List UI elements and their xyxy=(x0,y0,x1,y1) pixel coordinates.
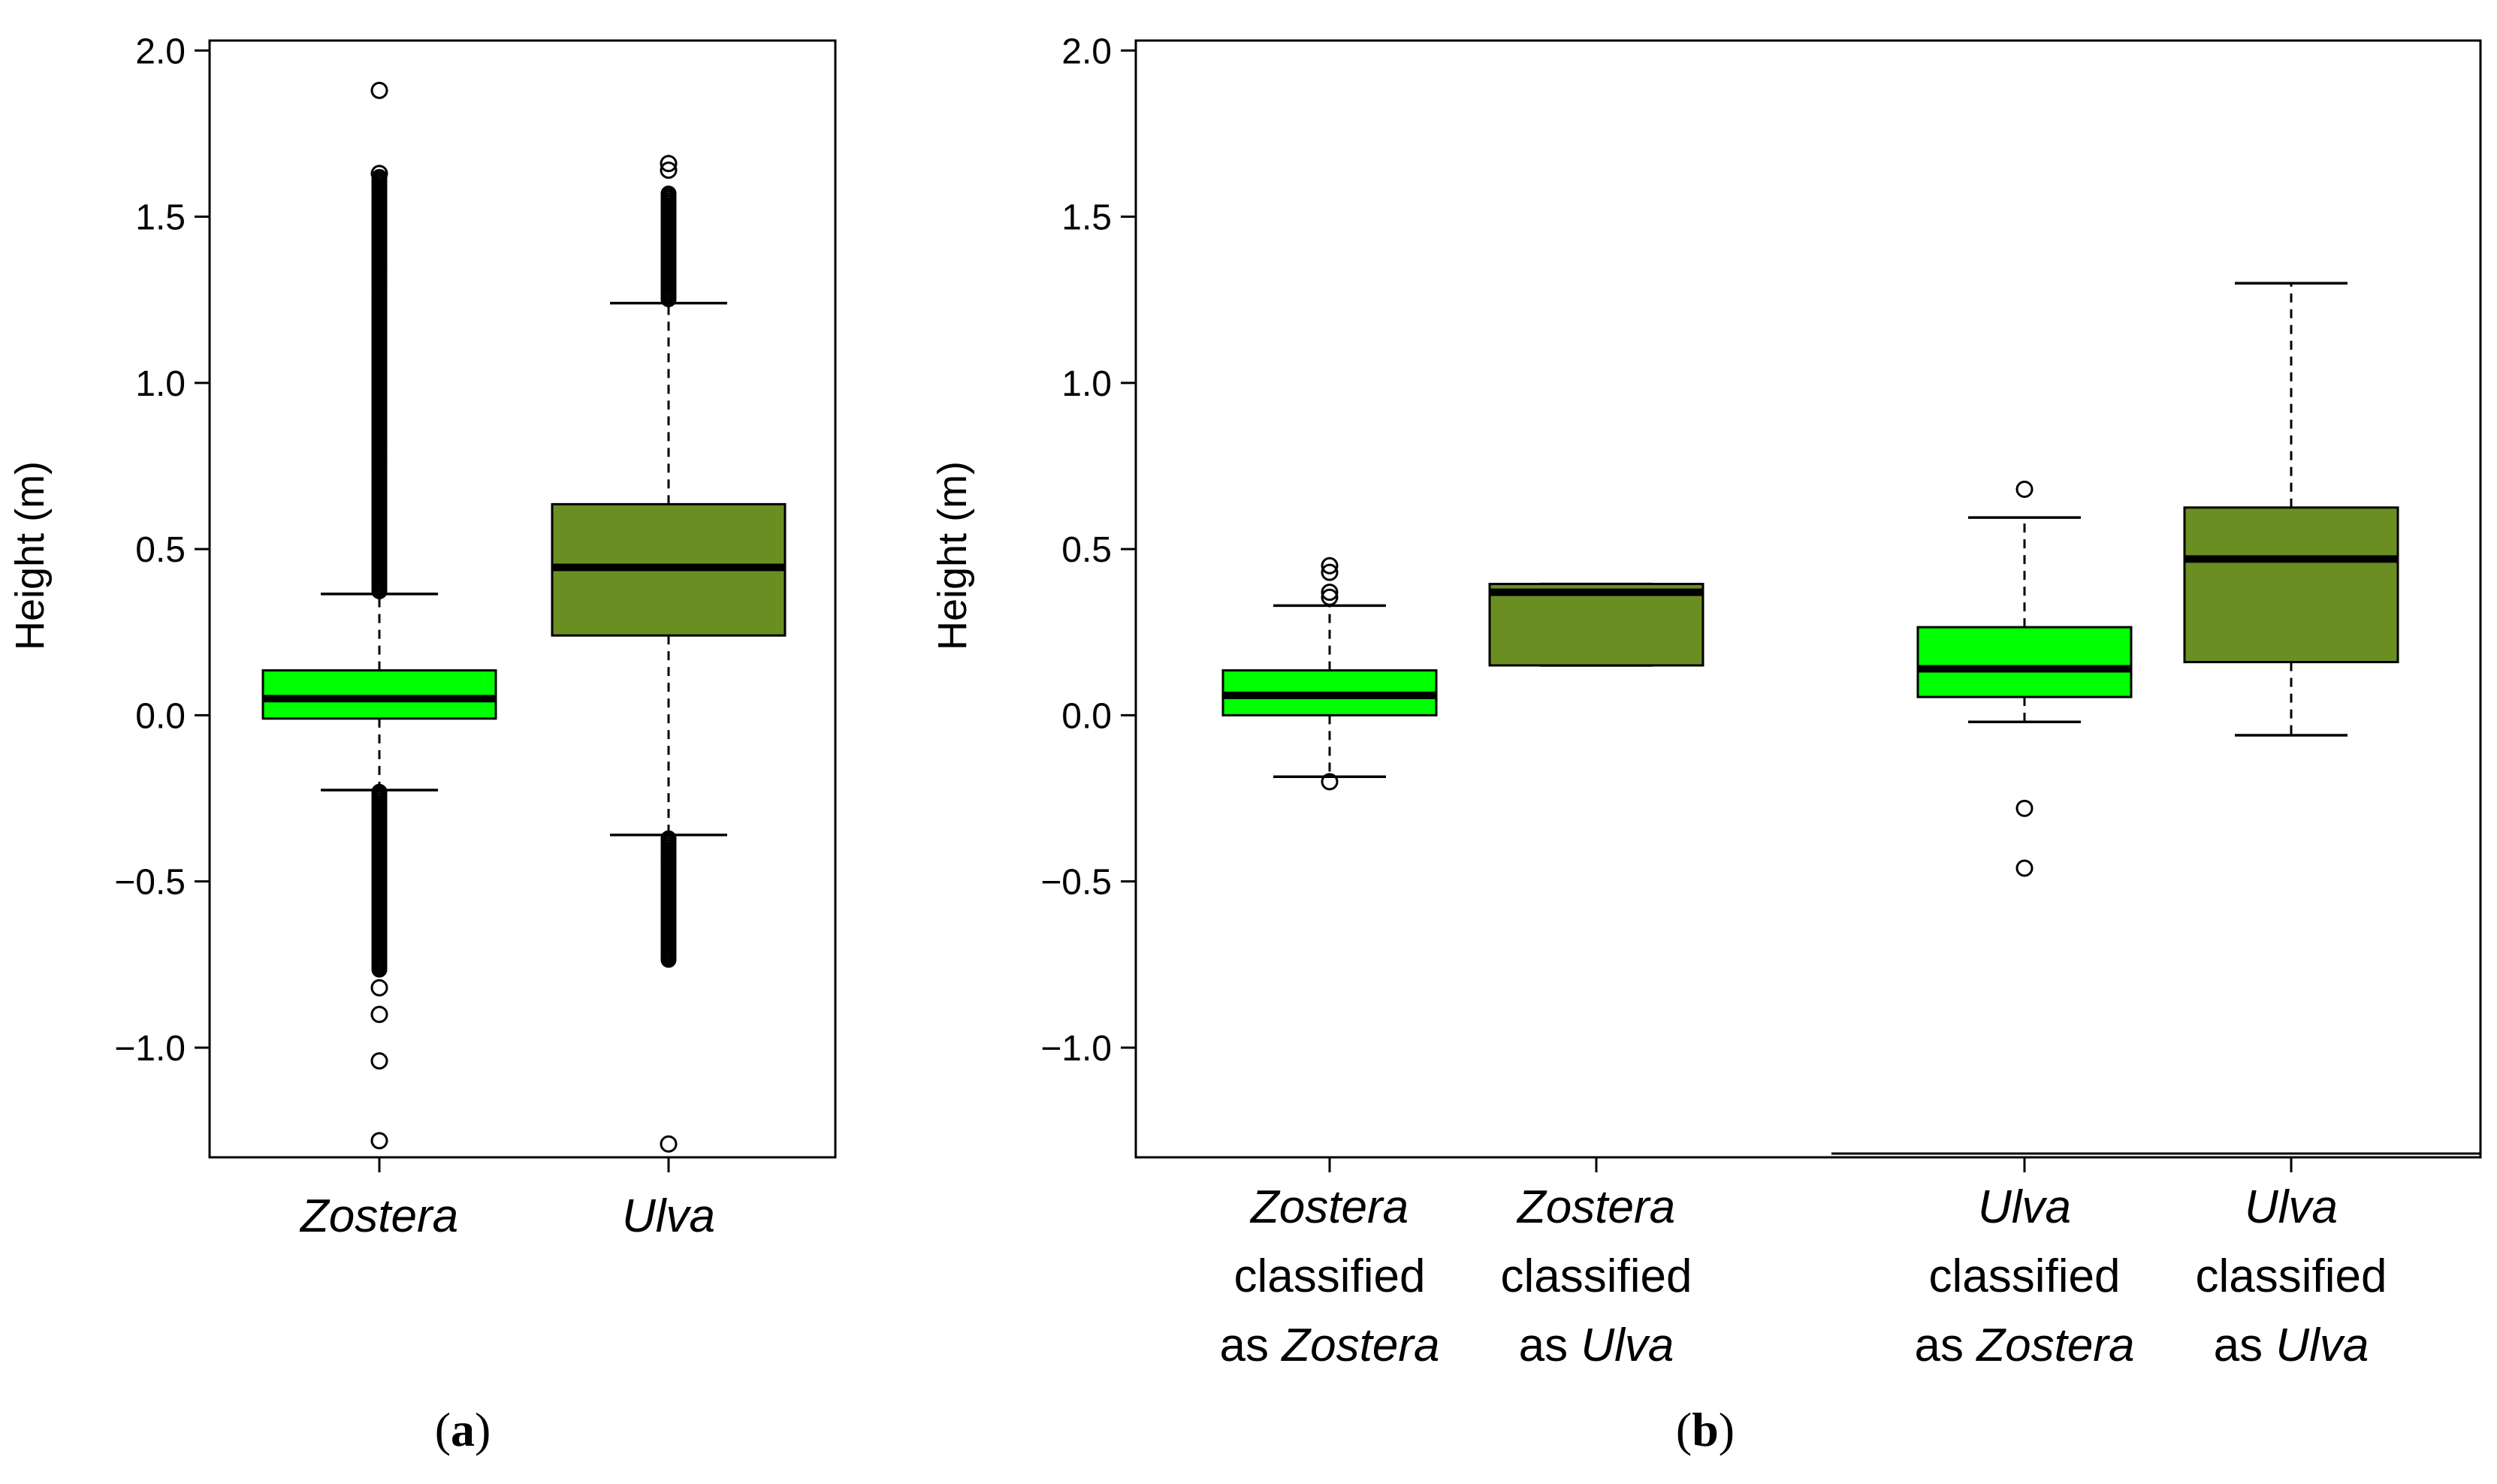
panel-label-paren: ( xyxy=(1676,1403,1692,1456)
outlier-point xyxy=(660,155,678,173)
category-label-part: classified xyxy=(2196,1250,2387,1302)
outlier-point xyxy=(660,952,677,968)
y-tick-label: 2.0 xyxy=(1061,32,1112,71)
box-group: Ulva xyxy=(551,155,787,1242)
category-label-part: Ulva xyxy=(2275,1320,2369,1371)
box-group: Zostera classified as Zostera xyxy=(1220,556,1440,1371)
y-tick-label: 0.5 xyxy=(1061,530,1112,570)
category-label-line: as Ulva xyxy=(2214,1320,2369,1371)
category-label-part: classified xyxy=(1234,1250,1426,1302)
panel-label-paren: ) xyxy=(475,1403,491,1456)
category-label-part: Zostera xyxy=(1249,1181,1409,1233)
panel-label: (a) xyxy=(435,1403,491,1456)
box-group: Zostera xyxy=(261,81,497,1242)
outlier-point xyxy=(2015,799,2034,817)
outlier-point xyxy=(2015,480,2034,498)
y-tick-label: −0.5 xyxy=(1040,863,1112,903)
panel-label-paren: ( xyxy=(435,1403,451,1456)
category-label-part: as xyxy=(1915,1320,1977,1371)
panel-a: −1.0 −0.5 0.0 0.5 1.0 1.5 2.0 Height (m) Zostera… xyxy=(8,32,837,1456)
category-label-part: as xyxy=(2214,1320,2276,1371)
outlier-point xyxy=(371,583,388,599)
box-group: Ulva classified as Zostera xyxy=(1915,480,2135,1371)
outlier-point xyxy=(660,1135,678,1153)
dense-outlier-band xyxy=(660,186,677,308)
category-label-part: as xyxy=(1519,1320,1581,1371)
category-label-line: Ulva xyxy=(2245,1181,2338,1233)
category-label-line: classified xyxy=(1501,1250,1692,1302)
iqr-box xyxy=(1488,583,1704,667)
panel-label-paren: ) xyxy=(1719,1403,1735,1456)
category-label-part: Zostera xyxy=(1280,1320,1439,1371)
y-tick-label: 1.0 xyxy=(135,364,186,404)
y-tick-label: −1.0 xyxy=(1040,1029,1112,1069)
category-label: Zostera xyxy=(299,1190,458,1242)
outlier-point xyxy=(370,1006,388,1024)
category-label-line: as Zostera xyxy=(1915,1320,2135,1371)
category-label-line: Zostera xyxy=(1516,1181,1675,1233)
outlier-point xyxy=(660,161,678,179)
y-tick-label: 1.0 xyxy=(1061,364,1112,404)
y-tick-label: −0.5 xyxy=(114,863,186,903)
panel-label-letter: a xyxy=(451,1403,475,1456)
outlier-point xyxy=(1321,556,1339,575)
panel-label-letter: b xyxy=(1692,1403,1719,1456)
outlier-point xyxy=(371,961,388,978)
y-tick-label: 1.5 xyxy=(1061,198,1112,238)
category-label-line: as Ulva xyxy=(1519,1320,1674,1371)
category-label-line: classified xyxy=(2196,1250,2387,1302)
y-tick-label: 0.0 xyxy=(1061,696,1112,736)
outlier-point xyxy=(370,81,388,99)
category-label-part: Ulva xyxy=(1581,1320,1674,1371)
panel-b: −1.0 −0.5 0.0 0.5 1.0 1.5 2.0 Height (m) Zostera… xyxy=(930,32,2482,1456)
y-axis-title: Height (m) xyxy=(8,461,53,650)
y-tick-label: 0.0 xyxy=(135,696,186,736)
category-label-line: classified xyxy=(1929,1250,2121,1302)
outlier-point xyxy=(370,164,388,182)
category-label-part: Ulva xyxy=(1978,1181,2071,1233)
category-label-line: classified xyxy=(1234,1250,1426,1302)
y-axis-title: Height (m) xyxy=(930,461,975,650)
iqr-box xyxy=(1916,626,2133,698)
category-label-part: classified xyxy=(1929,1250,2121,1302)
category-label-part: Ulva xyxy=(2245,1181,2338,1233)
category-label-line: Ulva xyxy=(1978,1181,2071,1233)
outlier-point xyxy=(1321,563,1339,581)
outlier-point xyxy=(660,291,677,308)
category-label-part: Zostera xyxy=(1516,1181,1675,1233)
dense-outlier-band xyxy=(371,783,388,978)
outlier-point xyxy=(2015,859,2034,877)
outlier-point xyxy=(1321,584,1339,602)
y-tick-label: −1.0 xyxy=(114,1029,186,1069)
category-label-part: as xyxy=(1220,1320,1282,1371)
box-group: Zostera classified as Ulva xyxy=(1488,582,1704,1371)
panel-label: (b) xyxy=(1676,1403,1735,1456)
y-tick-label: 2.0 xyxy=(135,32,186,71)
outlier-point xyxy=(1321,773,1339,791)
iqr-box xyxy=(261,669,497,720)
category-label: Ulva xyxy=(622,1190,715,1242)
outlier-point xyxy=(370,1132,388,1150)
category-label-part: Zostera xyxy=(1975,1320,2134,1371)
iqr-box xyxy=(2183,506,2399,664)
category-label-part: classified xyxy=(1501,1250,1692,1302)
category-label-line: Zostera xyxy=(1249,1181,1409,1233)
dense-outlier-band xyxy=(660,830,677,968)
y-tick-label: 0.5 xyxy=(135,530,186,570)
outlier-point xyxy=(1321,588,1339,606)
outlier-point xyxy=(370,1052,388,1070)
dense-outlier-band xyxy=(371,168,388,599)
plot-frame xyxy=(208,39,837,1159)
box-group: Ulva classified as Ulva xyxy=(2183,282,2399,1371)
y-tick-label: 1.5 xyxy=(135,198,186,238)
outlier-point xyxy=(370,979,388,997)
category-label-line: as Zostera xyxy=(1220,1320,1440,1371)
